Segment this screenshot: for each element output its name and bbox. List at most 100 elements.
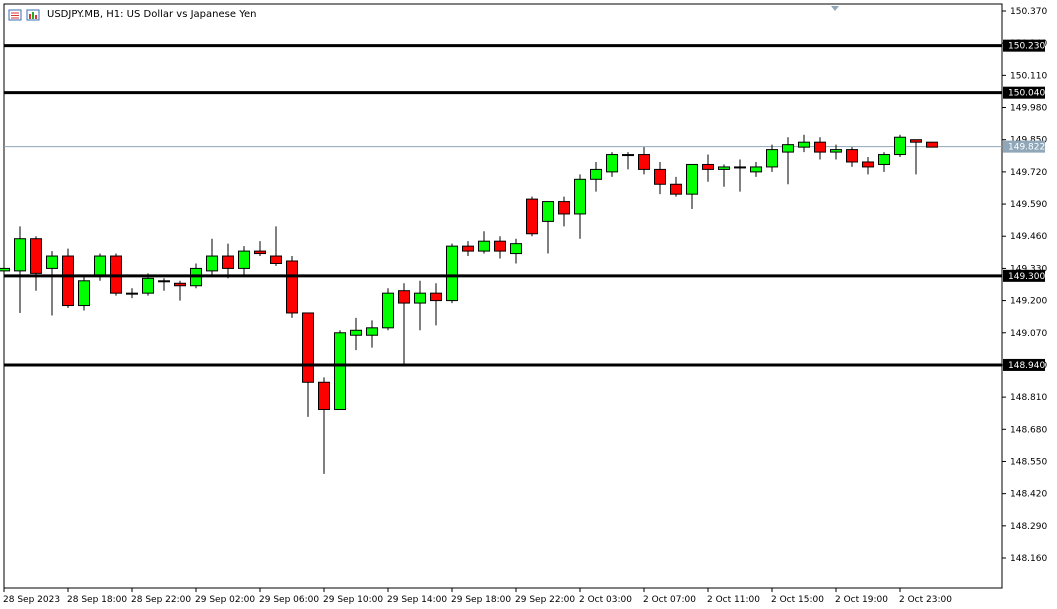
price-tick-label: 148.680	[1010, 425, 1047, 435]
time-tick-label: 2 Oct 07:00	[643, 595, 696, 605]
candle-body-bear	[398, 290, 410, 304]
candle-body-bear	[558, 201, 570, 215]
candle-body-bear	[286, 260, 298, 314]
candle	[926, 141, 938, 148]
candle-body-bull	[622, 154, 634, 157]
candle	[270, 226, 282, 266]
candle-body-bull	[606, 154, 618, 173]
chart-title: USDJPY.MB, H1: US Dollar vs Japanese Yen	[47, 9, 257, 20]
candle	[286, 256, 298, 318]
level-label: 150.040	[1008, 89, 1045, 99]
price-tick-label: 148.420	[1010, 490, 1047, 500]
candle	[14, 226, 26, 313]
price-tick-label: 149.330	[1010, 264, 1047, 274]
candle	[462, 241, 474, 257]
candle-body-bear	[254, 250, 266, 255]
time-tick-label: 29 Sep 14:00	[387, 595, 447, 605]
price-tick-label: 149.590	[1010, 200, 1047, 210]
candle	[862, 157, 874, 175]
candle-body-bull	[830, 149, 842, 153]
candle	[766, 144, 778, 172]
candle-body-bear	[302, 312, 314, 383]
candle-body-bull	[158, 280, 170, 283]
time-tick-label: 29 Sep 02:00	[195, 595, 255, 605]
candle	[558, 196, 570, 227]
candle	[782, 137, 794, 185]
candle-body-bull	[126, 292, 138, 295]
chart-shift-marker	[831, 6, 839, 11]
candle	[238, 246, 250, 276]
level-label-box	[1003, 39, 1045, 52]
price-tick-label: 149.200	[1010, 297, 1047, 307]
candle-body-bull	[798, 141, 810, 148]
candle-body-bull	[574, 178, 586, 215]
candle-body-bull	[14, 238, 26, 272]
candle-body-bull	[382, 292, 394, 329]
candle-body-bear	[638, 154, 650, 170]
candle	[382, 288, 394, 331]
candle	[718, 164, 730, 187]
candle-body-bear	[430, 292, 442, 302]
candle-body-bull	[350, 329, 362, 336]
candle	[78, 275, 90, 311]
price-tick-label: 149.980	[1010, 104, 1047, 114]
time-tick-label: 29 Sep 10:00	[323, 595, 383, 605]
candle	[478, 231, 490, 254]
price-tick-label: 149.460	[1010, 232, 1047, 242]
candle	[398, 283, 410, 365]
candle	[446, 243, 458, 304]
candle-body-bear	[30, 238, 42, 274]
price-tick-label: 148.290	[1010, 522, 1047, 532]
candle	[30, 236, 42, 291]
candle-body-bear	[846, 149, 858, 163]
time-tick-label: 2 Oct 23:00	[899, 595, 952, 605]
candle-body-bull	[686, 163, 698, 195]
candle-body-bull	[414, 292, 426, 304]
candle	[894, 134, 906, 158]
candle-body-bear	[494, 240, 506, 252]
time-tick-label: 28 Sep 18:00	[67, 595, 127, 605]
candle-body-bull	[718, 166, 730, 170]
candle	[638, 147, 650, 175]
candle	[910, 139, 922, 175]
candle	[654, 161, 666, 195]
candle	[318, 377, 330, 474]
price-tick-label: 148.550	[1010, 457, 1047, 467]
candle-body-bear	[654, 168, 666, 185]
candle-body-bull	[46, 255, 58, 269]
candle	[622, 152, 634, 170]
candle-body-bull	[78, 280, 90, 307]
candle-body-bull	[734, 166, 746, 169]
candle	[606, 152, 618, 177]
level-label-box	[1003, 86, 1045, 99]
price-tick-label: 148.160	[1010, 554, 1047, 564]
candle	[510, 238, 522, 264]
time-tick-label: 2 Oct 11:00	[707, 595, 760, 605]
candle	[590, 161, 602, 192]
candle-body-bear	[318, 381, 330, 410]
candle	[62, 248, 74, 309]
time-tick-label: 29 Sep 22:00	[515, 595, 575, 605]
candle-body-bull	[366, 327, 378, 336]
candle-body-bull	[0, 267, 10, 272]
candle-body-bear	[926, 141, 938, 148]
candle	[734, 159, 746, 192]
candle-body-bull	[894, 136, 906, 156]
candle	[830, 144, 842, 160]
candle	[334, 330, 346, 410]
chart-window-icons	[8, 9, 40, 21]
candle	[750, 161, 762, 177]
price-tick-label: 149.720	[1010, 168, 1047, 178]
candle-body-bull	[446, 245, 458, 302]
candle-body-bear	[222, 255, 234, 269]
candle	[542, 201, 554, 254]
candle	[494, 236, 506, 259]
time-tick-label: 2 Oct 19:00	[835, 595, 888, 605]
candle-body-bear	[702, 163, 714, 170]
price-tick-label: 150.370	[1010, 7, 1047, 17]
candle-body-bull	[142, 277, 154, 294]
candle	[686, 163, 698, 210]
candle-body-bull	[782, 144, 794, 153]
